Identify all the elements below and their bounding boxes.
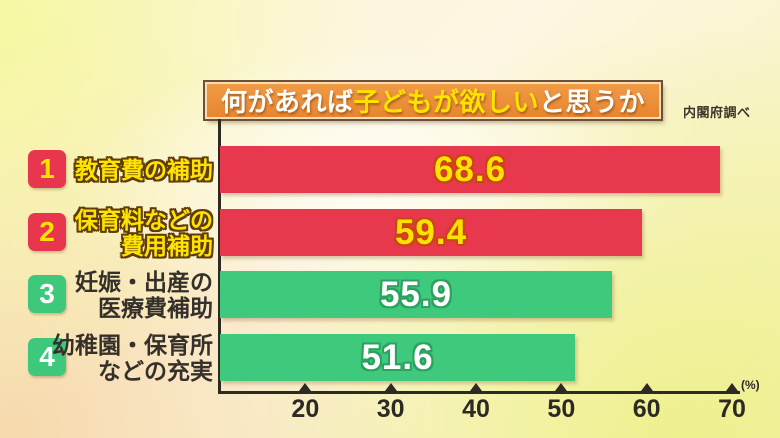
axis-tick-label: 20: [291, 395, 320, 423]
axis-tick-marker: [555, 383, 568, 391]
axis-tick-label: 50: [547, 395, 576, 423]
row-label: 教育費の補助: [0, 143, 213, 196]
axis-tick-marker: [384, 383, 397, 391]
axis-tick-marker: [470, 383, 482, 391]
percent-unit-label: (%): [741, 378, 760, 392]
rank-badge: 3: [28, 275, 66, 313]
rank-badge: 4: [28, 338, 66, 376]
row-label: 幼稚園・保育所 などの充実: [0, 331, 213, 384]
y-axis-line: [218, 119, 221, 394]
bar-value: 51.6: [361, 337, 434, 377]
row-label-line: 費用補助: [121, 232, 213, 259]
value-bar: 59.4: [220, 209, 642, 256]
row-label-line: などの充実: [98, 357, 213, 384]
bar-value: 59.4: [394, 212, 468, 252]
bar-value: 55.9: [379, 274, 453, 314]
row-label-line: 教育費の補助: [75, 156, 213, 183]
axis-tick-label: 30: [376, 395, 405, 423]
x-axis-line: [218, 391, 740, 394]
chart-title: 何があれば 子どもが欲しい と思うか: [203, 80, 663, 121]
row-label-line: 医療費補助: [98, 294, 213, 321]
row-label: 保育料などの 費用補助: [0, 206, 213, 259]
row-label-line: 幼稚園・保育所: [52, 331, 213, 358]
rank-badge: 2: [28, 213, 66, 251]
bar-value: 68.6: [433, 149, 507, 189]
axis-tick-label: 40: [462, 395, 490, 423]
value-bar: 68.6: [220, 146, 720, 193]
axis-tick-marker: [640, 383, 653, 391]
source-label: 内閣府調べ: [683, 105, 751, 120]
axis-tick-marker: [726, 383, 738, 391]
chart-title-part1: 何があれば: [220, 87, 354, 117]
chart-title-highlight: 子どもが欲しい: [353, 87, 539, 117]
row-label-line: 妊娠・出産の: [75, 268, 213, 295]
value-bar: 55.9: [220, 271, 612, 318]
row-label: 妊娠・出産の 医療費補助: [0, 268, 213, 321]
rank-badge: 1: [28, 150, 66, 188]
chart-title-part2: と思うか: [539, 87, 646, 117]
value-bar: 51.6: [220, 334, 575, 381]
row-label-line: 保育料などの: [75, 206, 213, 233]
axis-tick-label: 60: [632, 395, 661, 423]
axis-tick-marker: [299, 383, 312, 391]
axis-tick-label: 70: [718, 395, 746, 423]
